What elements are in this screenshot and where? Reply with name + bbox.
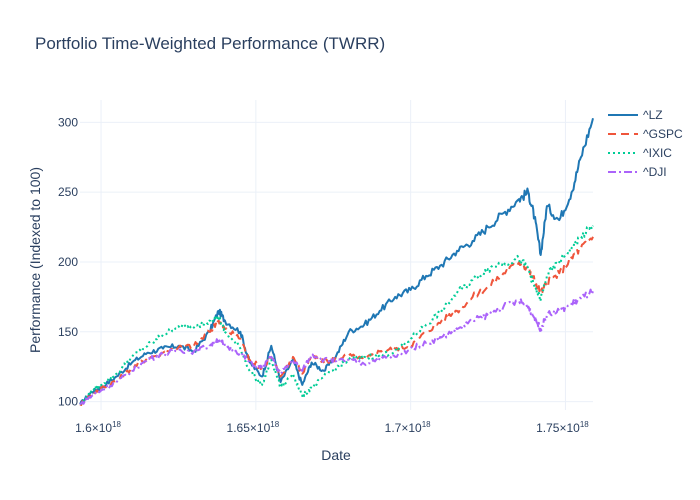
legend-item[interactable]: ^GSPC [608,127,683,141]
x-axis-title: Date [321,447,351,463]
y-tick-label: 200 [58,255,78,269]
legend-label: ^IXIC [643,146,672,160]
legend-item[interactable]: ^IXIC [608,146,672,160]
y-tick-label: 100 [58,395,78,409]
series-layer [79,117,594,406]
legend[interactable]: ^LZ ^GSPC ^IXIC ^DJI [608,108,683,179]
legend-label: ^LZ [643,108,663,122]
plot-area[interactable] [80,100,593,410]
y-axis-title: Performance (Indexed to 100) [27,167,43,353]
legend-label: ^GSPC [643,127,683,141]
legend-item[interactable]: ^DJI [608,165,667,179]
x-tick-label: 1.7×1018 [385,420,431,435]
x-tick-label: 1.65×1018 [227,420,280,435]
legend-item[interactable]: ^LZ [608,108,663,122]
legend-label: ^DJI [643,165,667,179]
y-tick-label: 150 [58,325,78,339]
grid [80,100,593,410]
series-line-ixic[interactable] [79,224,594,406]
y-tick-label: 300 [58,115,78,129]
y-tick-label: 250 [58,185,78,199]
series-line-dji[interactable] [79,288,594,406]
x-tick-label: 1.6×1018 [75,420,121,435]
y-axis-ticks: 100 150 200 250 300 [58,115,78,408]
x-tick-label: 1.75×1018 [536,420,589,435]
chart-title: Portfolio Time-Weighted Performance (TWR… [35,34,386,53]
x-axis-ticks: 1.6×1018 1.65×1018 1.7×1018 1.75×1018 [75,420,589,435]
